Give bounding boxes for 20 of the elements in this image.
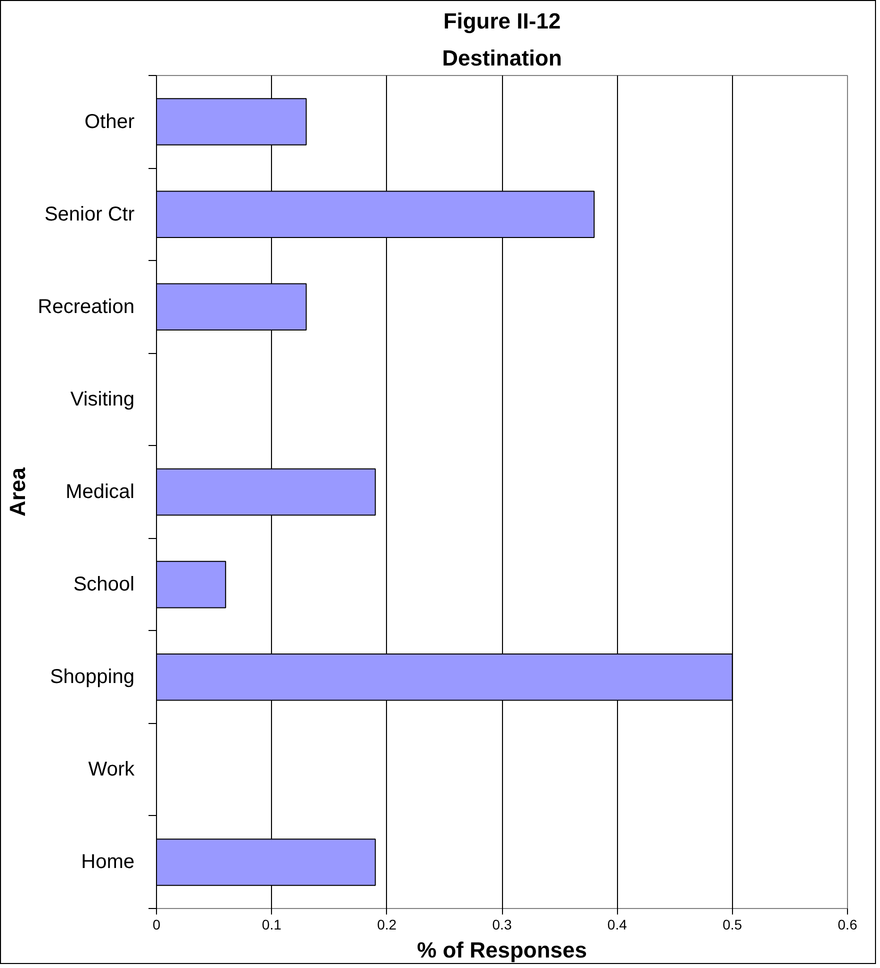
y-tick-label: Recreation bbox=[38, 296, 134, 318]
chart-title: Figure II-12 bbox=[443, 8, 561, 34]
x-tick-label: 0.5 bbox=[722, 916, 742, 932]
y-tick-label: Work bbox=[88, 758, 136, 781]
x-tick-label: 0.1 bbox=[262, 916, 282, 932]
y-tick-label: Medical bbox=[66, 481, 135, 503]
x-tick-label: 0.4 bbox=[607, 916, 628, 932]
x-tick-label: 0.2 bbox=[377, 916, 397, 932]
y-tick-label: Visiting bbox=[70, 388, 135, 410]
y-tick-label: School bbox=[73, 574, 135, 596]
x-tick-label: 0.6 bbox=[838, 916, 858, 932]
chart-subtitle: Destination bbox=[442, 46, 562, 70]
y-tick-label: Senior Ctr bbox=[44, 203, 135, 226]
x-tick-label: 0 bbox=[152, 916, 161, 932]
y-tick-label: Other bbox=[84, 110, 135, 133]
x-tick-label: 0.3 bbox=[492, 916, 512, 932]
x-axis-title: % of Responses bbox=[417, 938, 587, 962]
y-tick-label: Home bbox=[81, 851, 135, 874]
y-tick-label: Shopping bbox=[50, 666, 135, 688]
y-axis-title: Area bbox=[4, 466, 30, 516]
